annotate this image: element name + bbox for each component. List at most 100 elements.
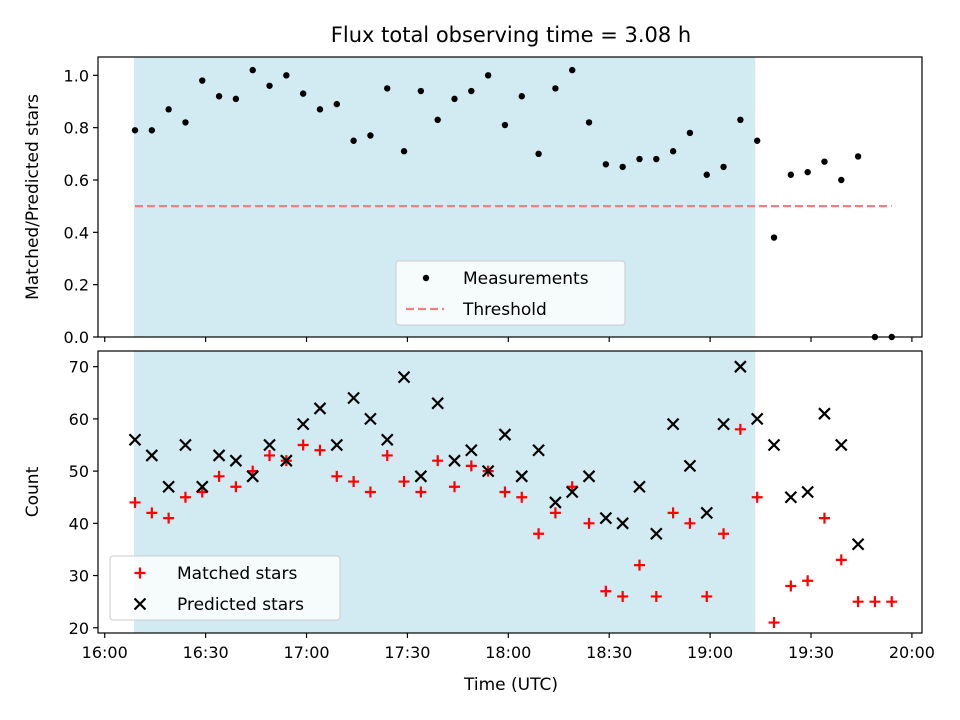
y-tick-label: 40 xyxy=(69,514,89,533)
predicted-stars-point xyxy=(650,527,663,541)
predicted-stars-point xyxy=(532,443,545,457)
predicted-stars-point xyxy=(280,454,293,467)
predicted-stars-point xyxy=(212,449,226,462)
x-tick-label: 18:00 xyxy=(485,643,531,662)
matched-stars-point xyxy=(667,507,679,519)
legend: Measurements Threshold xyxy=(395,260,626,326)
x-tick-label: 19:30 xyxy=(788,643,834,662)
measurement-point xyxy=(333,100,340,108)
measurement-point xyxy=(182,119,189,126)
predicted-stars-point xyxy=(364,412,377,426)
legend-predicted-swatch xyxy=(133,597,147,611)
y-tick-label: 30 xyxy=(69,567,89,586)
matched-stars-point xyxy=(886,596,898,608)
measurement-point xyxy=(199,77,206,84)
legend-box xyxy=(109,555,341,621)
y-tick-label: 60 xyxy=(69,410,89,429)
predicted-stars-point xyxy=(818,407,831,420)
predicted-stars-point xyxy=(784,490,798,504)
measurement-point xyxy=(484,72,492,79)
predicted-stars-point xyxy=(162,480,175,494)
measurement-point xyxy=(400,148,408,155)
legend-matched-swatch xyxy=(134,567,146,579)
measurement-point xyxy=(350,137,357,144)
matched-stars-point xyxy=(449,481,461,493)
matched-stars-point xyxy=(381,449,393,461)
series-predicted-stars xyxy=(128,360,865,551)
predicted-stars-point xyxy=(246,470,259,483)
predicted-stars-point xyxy=(801,485,814,499)
measurement-point xyxy=(619,163,626,171)
measurement-point xyxy=(316,106,324,113)
predicted-stars-point xyxy=(515,470,529,483)
predicted-stars-point xyxy=(734,360,747,373)
matched-stars-point xyxy=(633,559,645,571)
predicted-stars-point xyxy=(582,470,596,483)
matched-stars-point xyxy=(768,617,780,629)
x-tick-label: 16:30 xyxy=(183,643,229,662)
predicted-stars-point xyxy=(616,517,629,530)
y-tick-label: 50 xyxy=(69,462,89,481)
predicted-stars-point xyxy=(195,480,209,494)
measurement-point xyxy=(266,82,273,89)
predicted-stars-point xyxy=(750,412,764,426)
matched-stars-point xyxy=(264,449,276,461)
predicted-stars-point xyxy=(380,433,394,447)
predicted-stars-point xyxy=(835,438,848,452)
matched-stars-point xyxy=(314,444,326,456)
predicted-stars-point xyxy=(330,438,344,452)
predicted-stars-point xyxy=(498,428,512,441)
matched-stars-point xyxy=(701,590,713,602)
predicted-stars-point xyxy=(481,464,495,478)
measurement-point xyxy=(737,116,744,124)
predicted-stars-point xyxy=(633,480,646,494)
predicted-stars-point xyxy=(465,443,478,457)
x-tick-label: 18:30 xyxy=(586,643,632,662)
predicted-stars-point xyxy=(145,449,159,462)
matched-stars-point xyxy=(432,455,444,467)
x-tick-label: 19:00 xyxy=(687,643,733,662)
x-tick-label: 20:00 xyxy=(889,643,935,662)
x-axis-label: Time (UTC) xyxy=(463,675,558,695)
legend-entry-label: Predicted stars xyxy=(177,595,304,615)
matched-stars-point xyxy=(398,476,410,488)
predicted-stars-point xyxy=(179,438,192,452)
counts-panel: 20 30 40 50 60 70 16:00 16:30 17:00 17:30 18:00 18:… xyxy=(23,350,935,662)
matched-stars-point xyxy=(734,423,746,435)
matched-stars-point xyxy=(163,512,175,524)
matched-stars-point xyxy=(499,486,511,498)
axes-frame xyxy=(97,56,923,338)
measurement-point xyxy=(854,153,862,160)
y-tick-label: 0.4 xyxy=(64,223,89,242)
predicted-stars-point xyxy=(666,417,680,431)
matched-stars-point xyxy=(465,460,477,472)
matched-stars-point xyxy=(852,596,864,608)
matched-stars-point xyxy=(751,491,763,503)
measurement-point xyxy=(384,85,391,92)
predicted-stars-point xyxy=(700,506,714,520)
matched-stars-point xyxy=(129,496,141,508)
legend: Matched stars Predicted stars xyxy=(109,555,341,621)
matched-stars-point xyxy=(835,554,847,566)
y-tick-label: 0.0 xyxy=(64,328,89,347)
y-tick-label: 0.8 xyxy=(64,119,89,138)
x-tick-label: 16:00 xyxy=(82,643,128,662)
y-tick-label: 20 xyxy=(69,619,89,638)
measurement-point xyxy=(552,85,559,92)
x-tick-label: 17:30 xyxy=(384,643,430,662)
y-axis-label: Count xyxy=(23,466,43,517)
matched-stars-point xyxy=(230,481,242,493)
matched-stars-point xyxy=(533,528,545,540)
matched-stars-point xyxy=(415,486,427,498)
measurement-point xyxy=(434,116,441,124)
measurement-point xyxy=(585,119,593,126)
predicted-stars-point xyxy=(431,396,444,410)
measurement-point xyxy=(451,95,458,103)
predicted-stars-point xyxy=(767,438,781,452)
predicted-stars-point xyxy=(347,391,360,405)
measurement-point xyxy=(569,66,576,74)
matched-stars-point xyxy=(684,517,696,529)
measurement-point xyxy=(249,66,256,74)
measurement-point xyxy=(669,148,677,155)
matched-stars-point xyxy=(718,528,730,540)
